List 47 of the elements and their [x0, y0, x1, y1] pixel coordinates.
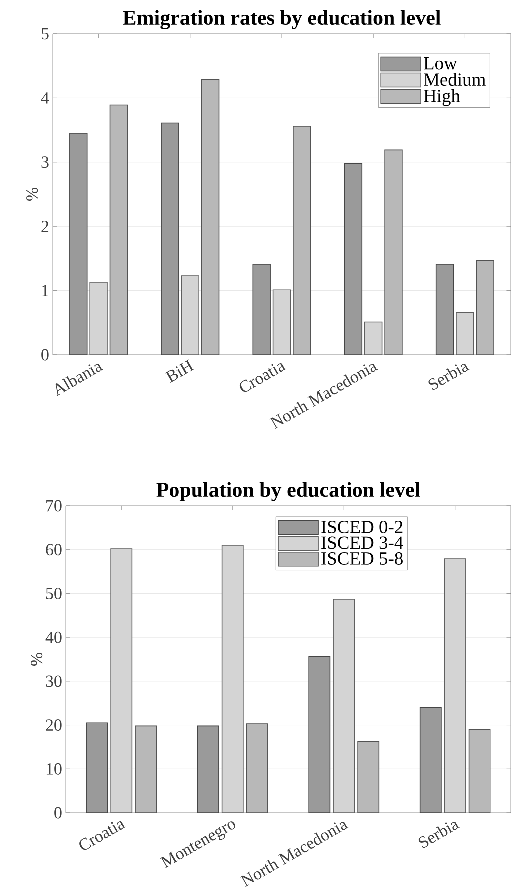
chart-title: Population by education level: [156, 482, 420, 502]
y-tick-label: 1: [42, 285, 48, 296]
bar: [246, 724, 268, 813]
x-tick-label: Serbia: [428, 364, 470, 390]
legend-label: ISCED 5-8: [322, 552, 403, 565]
bar: [364, 322, 383, 355]
y-tick-label: 2: [42, 220, 49, 232]
legend-label: ISCED 0-2: [322, 520, 403, 534]
bar: [252, 264, 271, 355]
y-axis-title: %: [26, 188, 38, 201]
y-tick-label: 40: [46, 632, 62, 644]
bar: [420, 707, 442, 813]
y-axis-title: %: [31, 653, 43, 666]
y-tick-label: 3: [42, 156, 49, 168]
legend-label: High: [424, 89, 460, 106]
bar: [86, 722, 108, 813]
bar: [436, 264, 454, 355]
y-tick-label: 0: [54, 807, 62, 819]
bar: [110, 104, 128, 355]
legend-label: Medium: [424, 73, 486, 86]
bar: [358, 742, 380, 813]
bar: [197, 726, 220, 813]
y-tick-label: 5: [42, 28, 49, 40]
legend-label: Low: [424, 57, 458, 70]
bar: [476, 260, 494, 355]
y-tick-label: 60: [46, 544, 62, 556]
legend-label: ISCED 3-4: [322, 536, 404, 550]
y-tick-label: 50: [46, 588, 62, 600]
bar: [201, 79, 220, 355]
y-tick-label: 4: [41, 92, 50, 104]
bar: [344, 163, 363, 355]
bar: [161, 122, 180, 355]
x-tick-label: BiH: [165, 360, 194, 384]
bar: [384, 150, 403, 355]
y-tick-label: 30: [46, 676, 62, 688]
x-tick-label: Serbia: [418, 822, 460, 848]
chart-title: Emigration rates by education level: [123, 10, 441, 30]
bar: [70, 133, 88, 355]
bar: [308, 656, 331, 813]
y-tick-label: 0: [42, 349, 49, 361]
y-tick-label: 10: [46, 763, 62, 775]
bar: [468, 729, 491, 813]
bar: [293, 126, 312, 355]
y-tick-label: 70: [46, 500, 62, 512]
bar: [456, 312, 474, 355]
bar: [135, 726, 158, 813]
y-tick-label: 20: [46, 720, 62, 732]
